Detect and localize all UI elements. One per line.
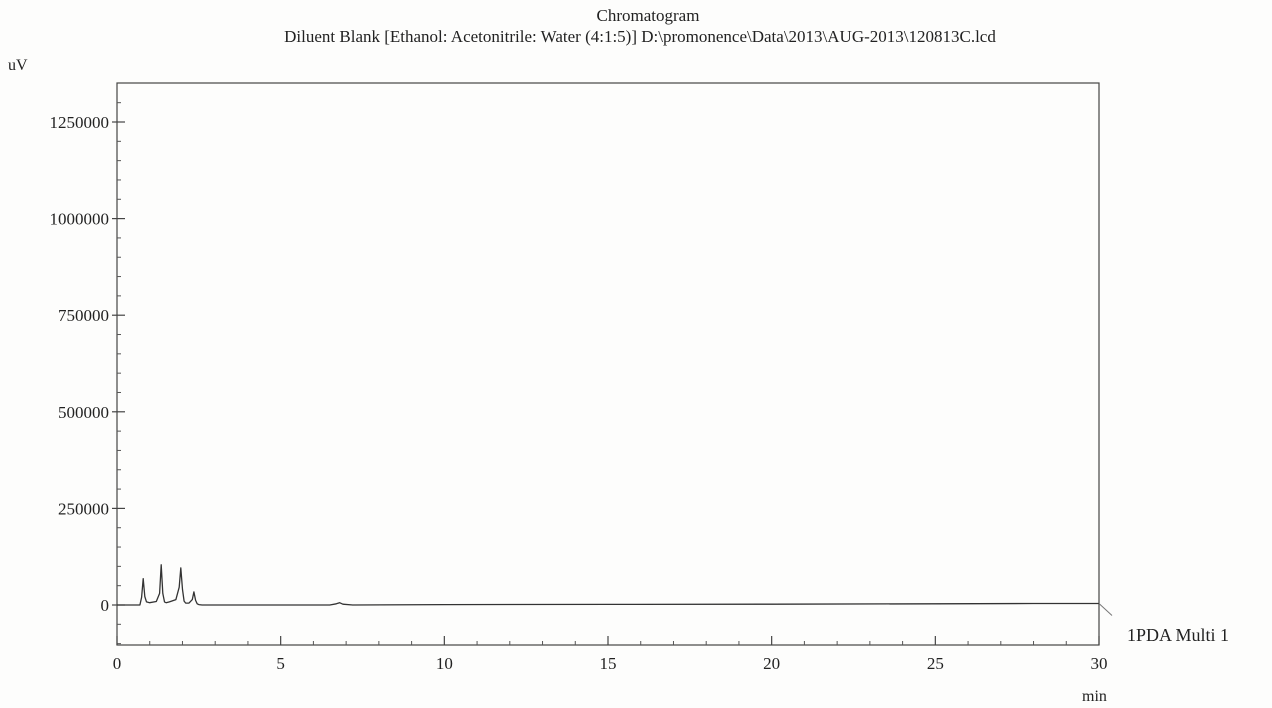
y-tick-label: 500000 xyxy=(58,403,109,422)
y-tick-label: 750000 xyxy=(58,306,109,325)
y-axis-unit-label: uV xyxy=(8,57,28,74)
x-tick-label: 30 xyxy=(1091,654,1108,673)
chart-subtitle: Diluent Blank [Ethanol: Acetonitrile: Wa… xyxy=(284,27,996,46)
x-tick-label: 20 xyxy=(763,654,780,673)
y-tick-label: 0 xyxy=(101,596,110,615)
y-tick-label: 1250000 xyxy=(50,113,110,132)
x-tick-label: 25 xyxy=(927,654,944,673)
y-tick-label: 250000 xyxy=(58,499,109,518)
y-tick-label: 1000000 xyxy=(50,210,110,229)
x-tick-label: 15 xyxy=(600,654,617,673)
series-layer xyxy=(117,564,1099,606)
legend-series-label: 1PDA Multi 1 xyxy=(1127,625,1229,645)
x-tick-label: 10 xyxy=(436,654,453,673)
x-tick-label: 5 xyxy=(276,654,285,673)
series-trace-0 xyxy=(117,564,1099,606)
minor-ticks xyxy=(117,102,1067,645)
legend-leader-line xyxy=(1098,603,1113,616)
x-axis-unit-label: min xyxy=(1082,688,1107,705)
plot-frame xyxy=(116,82,1100,646)
legend: 1PDA Multi 1 xyxy=(1098,603,1229,645)
chart-title: Chromatogram xyxy=(596,6,700,25)
x-axis: min 0 5 10 15 20 25 30 xyxy=(113,636,1108,705)
y-axis: uV 0 250000 500000 750000 1000000 1250000 xyxy=(8,57,125,615)
x-tick-label: 0 xyxy=(113,654,122,673)
